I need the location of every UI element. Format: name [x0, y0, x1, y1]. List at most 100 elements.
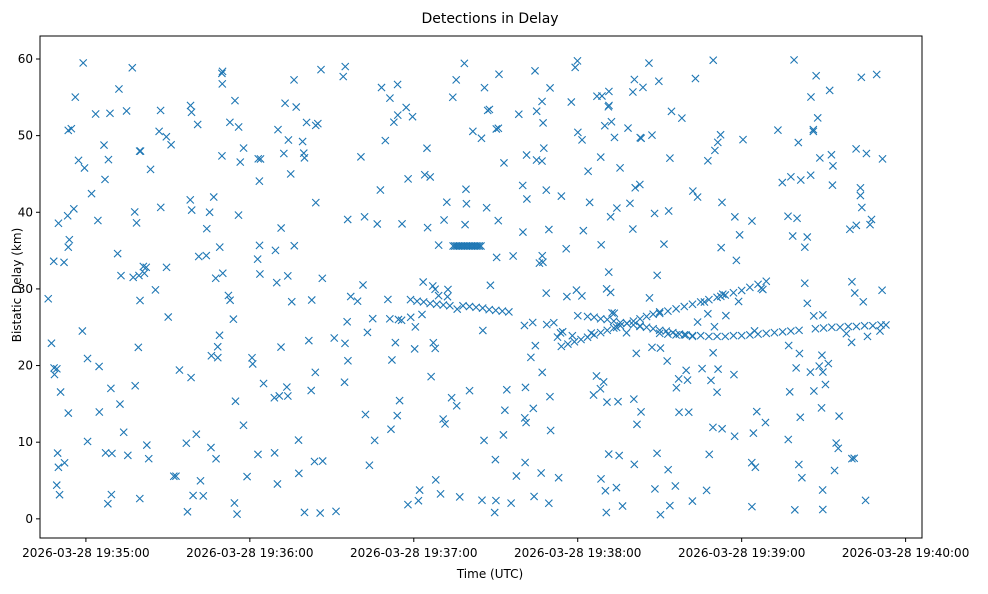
scatter-point — [811, 324, 820, 333]
scatter-point — [622, 319, 631, 328]
scatter-point — [445, 301, 454, 310]
scatter-point — [703, 156, 712, 165]
scatter-point — [403, 500, 412, 509]
scatter-point — [186, 101, 195, 110]
y-tick-label: 60 — [18, 52, 33, 66]
scatter-point — [603, 326, 612, 335]
scatter-point — [101, 175, 109, 184]
scatter-point — [844, 322, 853, 331]
scatter-point — [684, 408, 693, 417]
scatter-point — [592, 372, 601, 380]
scatter-point — [691, 74, 700, 83]
scatter-point — [649, 324, 658, 333]
scatter-point — [526, 353, 535, 362]
scatter-point — [452, 75, 461, 84]
scatter-point — [563, 340, 572, 349]
scatter-point — [298, 137, 307, 146]
scatter-point — [713, 138, 722, 147]
scatter-point — [521, 383, 530, 392]
x-tick-label: 2026-03-28 19:40:00 — [842, 546, 969, 560]
scatter-point — [169, 472, 178, 481]
scatter-point — [283, 392, 292, 400]
scatter-point — [872, 70, 881, 79]
scatter-point — [653, 271, 662, 280]
scatter-point — [113, 249, 122, 258]
scatter-point — [473, 242, 482, 250]
scatter-point — [224, 291, 233, 300]
scatter-point — [420, 170, 429, 179]
scatter-point — [828, 181, 837, 190]
scatter-point — [863, 332, 872, 341]
scatter-point — [279, 149, 288, 158]
scatter-point — [709, 56, 718, 65]
scatter-point — [368, 314, 377, 323]
scatter-point — [531, 341, 540, 350]
scatter-point — [521, 458, 530, 467]
scatter-point — [579, 226, 588, 235]
scatter-point — [677, 114, 686, 123]
scatter-point — [815, 362, 824, 371]
scatter-point — [825, 86, 834, 95]
scatter-point — [784, 212, 792, 221]
scatter-point — [704, 332, 713, 341]
scatter-point — [60, 458, 69, 467]
scatter-point — [498, 307, 507, 316]
scatter-point — [624, 124, 633, 133]
scatter-point — [747, 458, 756, 467]
scatter-point — [256, 154, 265, 163]
scatter-point — [528, 318, 537, 327]
scatter-point — [93, 216, 102, 225]
scatter-point — [800, 243, 809, 252]
scatter-point — [683, 376, 692, 385]
scatter-point — [655, 309, 664, 318]
scatter-point — [655, 307, 664, 316]
y-tick-label: 0 — [25, 512, 33, 526]
scatter-point — [856, 183, 865, 192]
scatter-point — [542, 186, 551, 195]
scatter-point — [734, 297, 743, 306]
scatter-point — [573, 56, 582, 65]
scatter-point — [254, 154, 263, 163]
scatter-point — [546, 83, 555, 92]
scatter-point — [231, 397, 240, 406]
scatter-point — [282, 383, 291, 392]
scatter-point — [50, 370, 59, 379]
scatter-point — [500, 406, 509, 415]
scatter-point — [803, 299, 812, 308]
scatter-point — [80, 163, 89, 172]
scatter-point — [664, 207, 673, 216]
scatter-point — [360, 212, 369, 221]
scatter-point — [132, 218, 141, 227]
scatter-point — [100, 141, 108, 150]
scatter-point — [717, 243, 726, 252]
scatter-point — [845, 225, 854, 234]
scatter-point — [696, 297, 705, 306]
scatter-point — [272, 278, 281, 287]
scatter-point — [502, 385, 511, 394]
scatter-point — [806, 171, 815, 180]
scatter-point — [439, 415, 448, 424]
scatter-point — [439, 301, 448, 309]
scatter-point — [861, 496, 870, 505]
scatter-point — [215, 243, 224, 252]
scatter-point — [556, 328, 565, 337]
scatter-point — [217, 69, 226, 78]
scatter-point — [83, 354, 92, 363]
scatter-point — [751, 463, 760, 472]
scatter-point — [850, 289, 859, 298]
scatter-point — [796, 413, 805, 422]
scatter-point — [570, 337, 579, 346]
scatter-point — [365, 461, 374, 470]
scatter-point — [665, 154, 674, 163]
scatter-point — [718, 424, 727, 433]
scatter-point — [612, 204, 621, 213]
scatter-point — [602, 398, 611, 407]
scatter-point — [212, 454, 221, 463]
scatter-point — [827, 323, 836, 332]
x-tick-label: 2026-03-28 19:36:00 — [186, 546, 313, 560]
scatter-point — [402, 103, 411, 112]
scatter-point — [601, 486, 610, 495]
scatter-point — [462, 199, 471, 208]
